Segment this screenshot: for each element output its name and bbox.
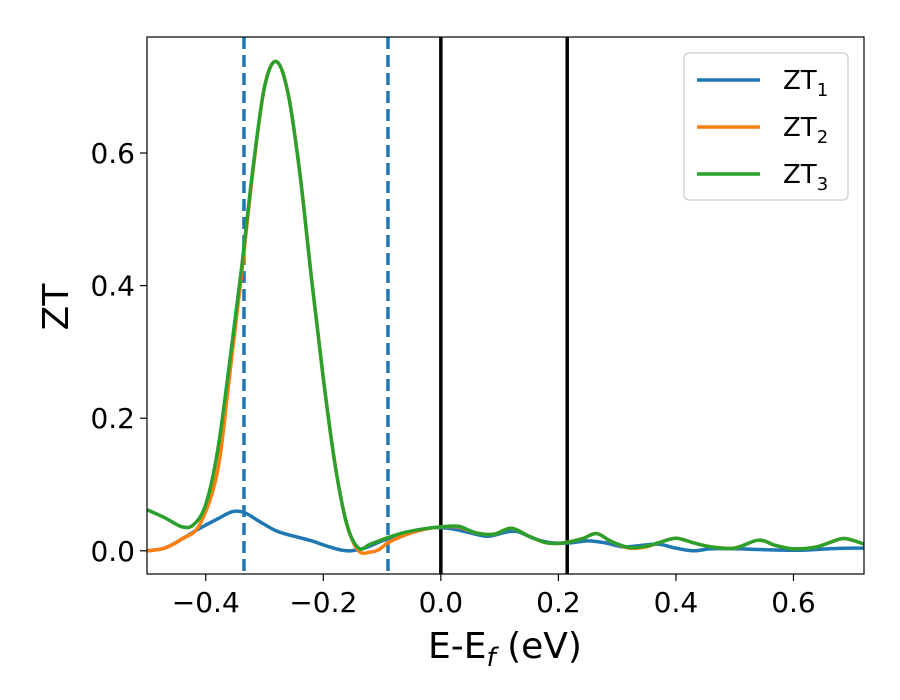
x-axis-label-main: E-E (428, 626, 486, 667)
reference-lines (242, 37, 569, 574)
y-axis-label: ZT (36, 283, 77, 331)
y-axis-ticks: 0.0 0.2 0.4 0.6 (90, 137, 147, 568)
y-tick-label: 0.6 (90, 137, 135, 170)
x-tick-label: 0.4 (654, 586, 699, 619)
y-tick-label: 0.0 (90, 535, 135, 568)
legend-label-zt2: ZT2 (783, 113, 828, 148)
x-tick-label: 0.6 (771, 586, 816, 619)
x-axis-label: E-Ef (eV) (428, 626, 582, 673)
x-axis-label-unit: (eV) (496, 626, 582, 667)
series-layer (147, 59, 864, 556)
x-tick-label: 0.2 (536, 586, 581, 619)
y-tick-label: 0.4 (90, 270, 135, 303)
y-tick-label: 0.2 (90, 402, 135, 435)
x-tick-label: −0.2 (289, 586, 357, 619)
legend-label-zt3: ZT3 (783, 160, 828, 195)
legend: ZT1 ZT2 ZT3 (683, 52, 849, 201)
series-line-zt3 (147, 59, 864, 551)
x-tick-label: 0.0 (419, 586, 464, 619)
legend-label-zt1: ZT1 (783, 66, 828, 101)
x-tick-label: −0.4 (172, 586, 240, 619)
x-axis-ticks: −0.4 −0.2 0.0 0.2 0.4 0.6 (172, 574, 816, 619)
legend-box (683, 52, 849, 201)
plot-frame (146, 36, 865, 575)
